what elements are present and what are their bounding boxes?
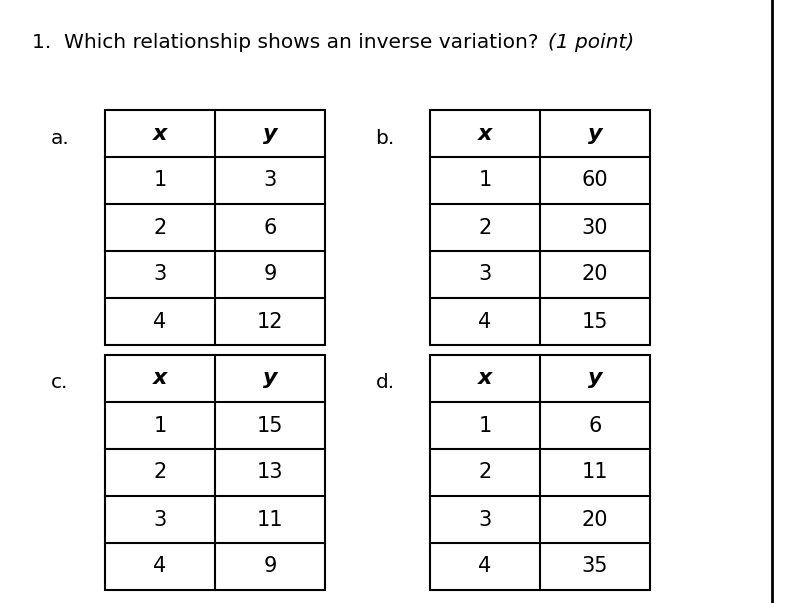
Text: 20: 20	[582, 265, 608, 285]
Text: x: x	[153, 124, 167, 144]
Bar	[105, 110, 325, 345]
Text: 4: 4	[154, 312, 166, 332]
Text: 1: 1	[478, 415, 492, 435]
Text: 11: 11	[257, 510, 283, 529]
Text: 2: 2	[154, 218, 166, 238]
Text: 3: 3	[263, 171, 277, 191]
Text: c.: c.	[51, 373, 69, 393]
Text: 3: 3	[478, 510, 492, 529]
Text: y: y	[262, 124, 278, 144]
Text: (1 point): (1 point)	[548, 33, 634, 52]
Text: 1.  Which relationship shows an inverse variation?: 1. Which relationship shows an inverse v…	[32, 33, 545, 52]
Text: 4: 4	[478, 557, 492, 576]
Text: x: x	[478, 124, 492, 144]
Text: 3: 3	[154, 265, 166, 285]
Text: 1: 1	[154, 415, 166, 435]
Text: 6: 6	[263, 218, 277, 238]
Text: 2: 2	[478, 463, 492, 482]
Text: d.: d.	[375, 373, 394, 393]
Text: 3: 3	[478, 265, 492, 285]
Text: 9: 9	[263, 265, 277, 285]
Text: 9: 9	[263, 557, 277, 576]
Bar	[430, 110, 650, 345]
Text: 2: 2	[154, 463, 166, 482]
Text: 4: 4	[154, 557, 166, 576]
Text: y: y	[588, 124, 602, 144]
Text: 1: 1	[478, 171, 492, 191]
Text: 2: 2	[478, 218, 492, 238]
Text: 11: 11	[582, 463, 608, 482]
Text: 35: 35	[582, 557, 608, 576]
Text: 13: 13	[257, 463, 283, 482]
Text: 6: 6	[588, 415, 602, 435]
Text: 15: 15	[582, 312, 608, 332]
Text: 20: 20	[582, 510, 608, 529]
Bar	[430, 355, 650, 590]
Bar	[105, 355, 325, 590]
Text: x: x	[478, 368, 492, 388]
Text: x: x	[153, 368, 167, 388]
Text: 12: 12	[257, 312, 283, 332]
Text: b.: b.	[375, 128, 394, 148]
Text: 4: 4	[478, 312, 492, 332]
Text: 3: 3	[154, 510, 166, 529]
Text: 60: 60	[582, 171, 608, 191]
Text: 30: 30	[582, 218, 608, 238]
Text: 15: 15	[257, 415, 283, 435]
Text: a.: a.	[50, 128, 70, 148]
Text: 1: 1	[154, 171, 166, 191]
Text: y: y	[588, 368, 602, 388]
Text: y: y	[262, 368, 278, 388]
